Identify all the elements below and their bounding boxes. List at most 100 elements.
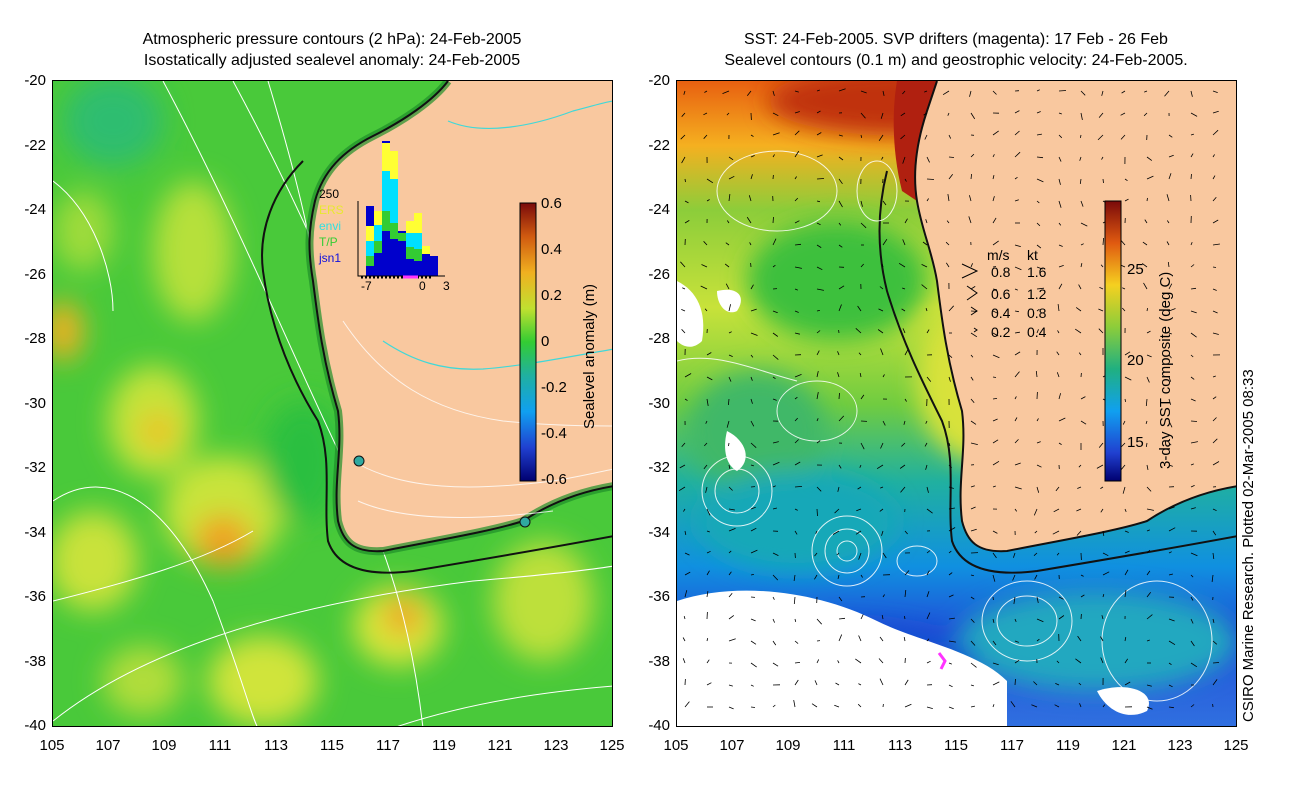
velocity-arrow [706, 508, 711, 516]
velocity-arrow [1014, 486, 1022, 490]
velocity-arrow [684, 178, 686, 183]
velocity-arrow [1054, 704, 1060, 708]
velocity-arrow [728, 528, 736, 532]
velocity-arrow [728, 376, 732, 382]
velocity-arrow [1076, 530, 1082, 536]
velocity-arrow [969, 195, 972, 202]
velocity-arrow [1146, 684, 1152, 687]
credit-text: CSIRO Marine Research. Plotted 02-Mar-20… [1240, 369, 1257, 722]
velocity-arrow [1144, 219, 1148, 224]
velocity-arrow [1143, 112, 1148, 117]
velocity-arrow [1190, 441, 1198, 444]
velocity-arrow [1190, 485, 1195, 488]
velocity-arrow [926, 508, 933, 514]
velocity-arrow [859, 373, 862, 378]
velocity-arrow [750, 464, 755, 467]
velocity-arrow [683, 508, 686, 512]
velocity-arrow [1164, 90, 1170, 97]
velocity-arrow [1144, 90, 1148, 93]
velocity-arrow [746, 216, 752, 224]
velocity-arrow [1190, 153, 1194, 158]
velocity-arrow [1124, 658, 1129, 664]
right_panel-x-tick: 125 [1223, 737, 1249, 754]
left_panel-y-tick: -30 [24, 394, 46, 412]
velocity-arrow [992, 418, 998, 422]
velocity-arrow [701, 264, 708, 268]
right_panel-x-tick: 111 [832, 737, 856, 754]
left_panel-x-tick: 115 [320, 737, 344, 754]
velocity-arrow [881, 530, 884, 536]
velocity-arrow [860, 263, 864, 268]
velocity-arrow [1212, 438, 1218, 444]
velocity-arrow [1036, 133, 1042, 136]
velocity-arrow [750, 549, 758, 554]
velocity-arrow [684, 590, 688, 598]
velocity-arrow [968, 216, 972, 224]
velocity-arrow [878, 134, 884, 142]
velocity-arrow [948, 662, 952, 665]
velocity-arrow [772, 264, 776, 268]
velocity-arrow [837, 351, 840, 356]
velocity-arrow [970, 705, 975, 708]
velocity-arrow [926, 376, 932, 382]
velocity-arrow [794, 486, 803, 488]
velocity-legend-ms-3: 0.4 [991, 305, 1011, 321]
velocity-legend-ms-2: 0.6 [991, 286, 1011, 302]
australia-land [915, 81, 1236, 552]
velocity-arrow [1036, 89, 1040, 92]
velocity-arrow [992, 154, 995, 158]
velocity-arrow [815, 530, 818, 534]
velocity-arrow [816, 440, 821, 444]
velocity-arrow [942, 90, 950, 96]
velocity-arrow [684, 373, 692, 378]
velocity-arrow [772, 154, 775, 158]
velocity-arrow [728, 571, 732, 576]
velocity-arrow [1190, 133, 1195, 136]
velocity-arrow [882, 594, 885, 598]
velocity-arrow [1014, 310, 1019, 313]
velocity-arrow [706, 530, 710, 533]
velocity-arrow [855, 530, 862, 535]
velocity-arrow [1102, 552, 1109, 557]
tide-gauge-marker [353, 455, 365, 467]
velocity-arrow [1124, 637, 1127, 642]
velocity-arrow [899, 464, 906, 469]
velocity-arrow [1013, 596, 1016, 604]
velocity-arrow [992, 288, 997, 291]
velocity-arrow [923, 112, 928, 116]
velocity-arrow [992, 217, 997, 224]
velocity-arrow [926, 706, 933, 709]
velocity-arrow [794, 374, 802, 378]
velocity-arrow [1058, 178, 1061, 185]
velocity-arrow [1102, 571, 1110, 576]
velocity-arrow [1036, 266, 1043, 270]
velocity-arrow [948, 684, 953, 688]
velocity-arrow [772, 132, 780, 136]
velocity-arrow [1121, 90, 1126, 94]
velocity-arrow [750, 354, 754, 358]
velocity-arrow [682, 637, 686, 642]
velocity-arrow [1168, 706, 1174, 709]
velocity-arrow [772, 332, 779, 337]
velocity-arrow [1036, 287, 1045, 290]
velocity-arrow [1080, 263, 1083, 268]
velocity-arrow [838, 304, 842, 312]
velocity-arrow [1145, 398, 1148, 407]
velocity-arrow [1058, 265, 1064, 268]
velocity-arrow [860, 200, 863, 207]
velocity-arrow [926, 156, 930, 163]
velocity-arrow [838, 617, 846, 620]
left_panel-x-tick: 107 [95, 737, 121, 754]
velocity-arrow [772, 376, 776, 380]
velocity-arrow [882, 552, 887, 559]
velocity-arrow [838, 88, 846, 92]
velocity-arrow [684, 571, 691, 576]
velocity-arrow [1120, 112, 1126, 116]
velocity-arrow [722, 90, 730, 94]
velocity-arrow [926, 660, 931, 664]
velocity-arrow [772, 704, 776, 708]
velocity-arrow [772, 596, 775, 600]
velocity-arrow [1146, 639, 1150, 642]
sst-tick-20: 20 [1127, 352, 1144, 369]
velocity-arrow [882, 420, 886, 426]
